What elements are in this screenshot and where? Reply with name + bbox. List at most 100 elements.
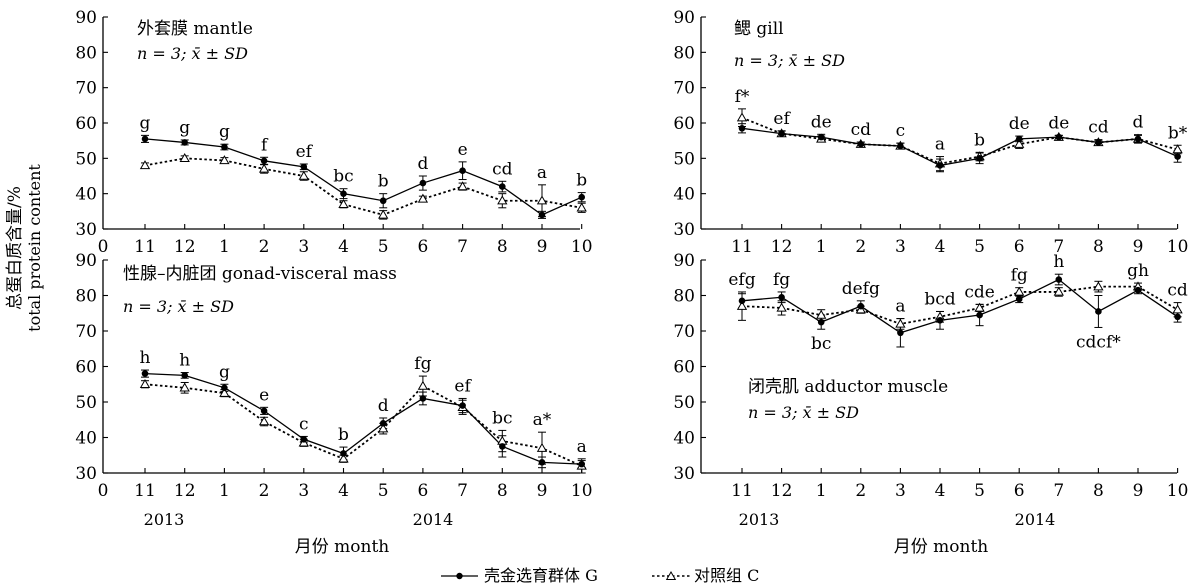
panel-stats: n = 3; x̄ ± SD (734, 51, 845, 70)
significance-letter: gh (1127, 261, 1149, 281)
significance-letter: cd (492, 159, 513, 179)
series-G-point (340, 190, 347, 197)
series-C-point (258, 416, 270, 426)
y-tick-label: 30 (75, 464, 97, 484)
y-tick-label: 30 (673, 220, 695, 240)
x-tick-label: 12 (771, 237, 793, 257)
significance-letter: d (417, 154, 428, 174)
series-G-point (260, 157, 268, 165)
y-tick-label: 50 (673, 393, 695, 413)
significance-letter: c (896, 121, 906, 141)
y-tick-label: 70 (673, 322, 695, 342)
year-labels-right: 2013 2014 (739, 510, 1056, 529)
series-G-point (897, 329, 904, 337)
significance-letter: ef (296, 142, 314, 162)
y-tick-label: 70 (673, 79, 695, 99)
significance-letter: g (140, 113, 151, 133)
series-C-point (417, 193, 429, 203)
significance-letter: f* (735, 87, 750, 107)
significance-letter: f (261, 135, 269, 155)
x-tick-label: 11 (731, 481, 753, 501)
significance-letter: g (219, 362, 230, 382)
series-G-point (976, 311, 983, 319)
y-tick-label: 60 (75, 114, 97, 134)
x-tick-label: 8 (497, 237, 508, 257)
x-tick-label: 7 (1053, 481, 1064, 501)
y-tick-label: 30 (75, 220, 97, 240)
series-G-point (1055, 133, 1063, 141)
x-tick-label: 11 (731, 237, 753, 257)
y-axis-label: 总蛋白质含量/% total protein content (5, 164, 44, 332)
x-tick-label: 6 (417, 237, 428, 257)
significance-letter: ef (773, 109, 791, 129)
significance-letter: ef (454, 376, 472, 396)
x-tick-label: 9 (1133, 237, 1144, 257)
legend-marker-G (456, 572, 463, 580)
series-C-point (338, 453, 349, 463)
y-tick-label: 80 (673, 43, 695, 63)
x-tick-label: 5 (974, 237, 985, 257)
legend-label-C: 对照组 C (694, 566, 759, 585)
x-tick-label: 1 (219, 481, 230, 501)
significance-letter: h (179, 351, 190, 371)
legend-marker-C (665, 570, 677, 580)
significance-letter: de (1009, 114, 1030, 134)
x-tick-label: 10 (1167, 237, 1189, 257)
x-tick-label: 3 (895, 481, 906, 501)
series-C-point (457, 181, 468, 191)
series-G-point (1174, 153, 1181, 160)
series-C-point (736, 300, 748, 310)
x-tick-label: 11 (134, 237, 156, 257)
series-G-point (1134, 286, 1142, 294)
x-tick-label: 5 (974, 481, 985, 501)
significance-letter: de (1048, 113, 1069, 133)
series-G-point (221, 384, 228, 392)
series-G-point (459, 402, 466, 409)
significance-letter: c (299, 414, 309, 434)
y-tick-label: 60 (673, 358, 695, 378)
series-G-point (141, 135, 149, 143)
x-tick-label: 4 (338, 481, 349, 501)
legend: 壳金选育群体 G 对照组 C (441, 566, 759, 585)
series-G-line (144, 372, 582, 465)
year-label-2013-right: 2013 (739, 510, 780, 529)
year-label-2014-left: 2014 (413, 510, 454, 529)
series-C-point (1172, 144, 1183, 154)
significance-letter: b (378, 172, 389, 192)
series-G-point (936, 162, 944, 169)
x-tick-label: 5 (378, 481, 389, 501)
significance-letter: b (338, 425, 349, 445)
year-labels-left: 2013 2014 (144, 510, 454, 529)
series-G-point (340, 450, 347, 457)
series-C-point (1014, 286, 1025, 296)
year-label-2013-left: 2013 (144, 510, 185, 529)
year-label-2014-right: 2014 (1015, 510, 1056, 529)
y-tick-label: 40 (75, 429, 97, 449)
series-C-line (741, 285, 1179, 325)
significance-letter: h (140, 348, 151, 368)
series-G-point (300, 435, 308, 443)
series-G-point (738, 125, 746, 132)
significance-letter: g (179, 118, 190, 138)
series-C-point (576, 202, 587, 212)
panel-title: 外套膜 mantle (137, 19, 253, 39)
significance-letter: fg (414, 354, 431, 374)
y-tick-label: 70 (75, 322, 97, 342)
series-C-point (298, 170, 309, 180)
panel-stats: n = 3; x̄ ± SD (748, 403, 859, 422)
y-tick-label: 40 (673, 429, 695, 449)
series-C-point (258, 163, 270, 173)
significance-letter: bcd (924, 289, 955, 309)
significance-letter: a* (533, 410, 552, 430)
series-G-line (741, 127, 1178, 167)
series-G-point (1095, 308, 1102, 315)
series-G-point (1095, 139, 1102, 146)
y-tick-label: 90 (673, 251, 695, 271)
significance-letter: cd (851, 120, 872, 140)
series-G-point (778, 293, 785, 301)
